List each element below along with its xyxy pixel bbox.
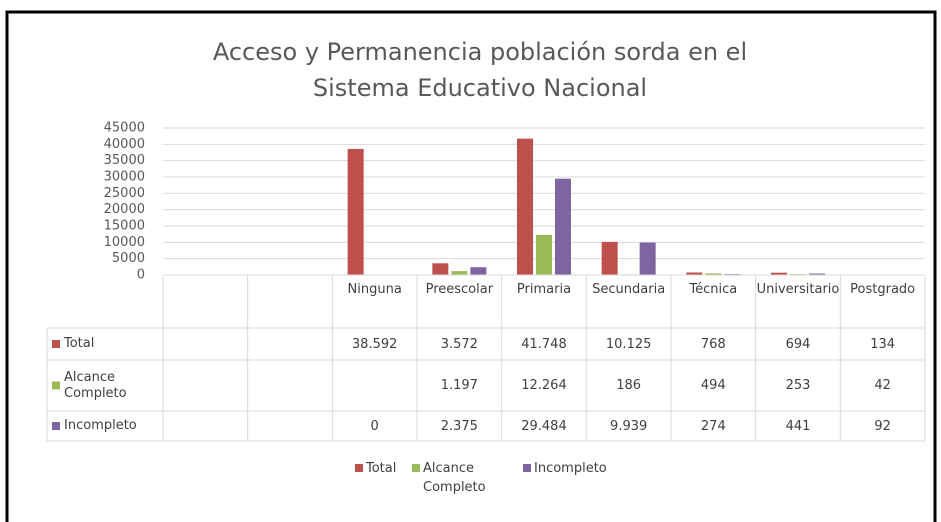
bar xyxy=(451,271,468,275)
table-value: 92 xyxy=(874,418,891,434)
table-value: 10.125 xyxy=(605,336,652,352)
y-tick-label: 0 xyxy=(137,268,145,283)
legend-label: Total xyxy=(366,461,397,476)
bar xyxy=(536,234,552,275)
series-label-box: Alcance Completo xyxy=(64,369,127,401)
table-value-box: 768 xyxy=(700,336,726,352)
table-value: 274 xyxy=(700,418,726,434)
legend-key xyxy=(52,381,60,390)
y-tick-label: 10000 xyxy=(104,235,145,250)
table-value-box: 2.375 xyxy=(440,418,478,434)
series-label: Incompleto xyxy=(64,418,137,433)
category-label: Postgrado xyxy=(850,282,916,297)
bar xyxy=(347,148,364,275)
legend-label-box: Total xyxy=(366,461,397,476)
category-label-box: Primaria xyxy=(516,282,572,297)
table-value: 38.592 xyxy=(351,336,398,352)
bar xyxy=(555,178,571,275)
y-tick-label: 45000 xyxy=(104,121,145,136)
table-value-box: 29.484 xyxy=(521,418,567,434)
table-value: 694 xyxy=(785,336,811,352)
table-value: 441 xyxy=(785,418,811,434)
bar xyxy=(686,272,703,275)
table-value-box: 10.125 xyxy=(605,336,652,352)
table-value-box: 186 xyxy=(616,378,642,393)
table-value-box: 0 xyxy=(370,418,379,434)
y-tick-label: 15000 xyxy=(104,219,145,234)
table-value-box: 134 xyxy=(870,336,896,352)
table-value: 29.484 xyxy=(521,418,567,434)
table-value: 41.748 xyxy=(521,336,567,352)
table-value: 0 xyxy=(370,418,379,434)
category-label: Ninguna xyxy=(347,282,402,297)
table-value-box: 1.197 xyxy=(440,378,478,393)
bar xyxy=(470,267,487,275)
y-tick-label: 35000 xyxy=(104,153,145,168)
table-value-box: 494 xyxy=(700,378,726,393)
category-label-box: Preescolar xyxy=(425,282,494,297)
table-value-box: 274 xyxy=(700,418,726,434)
bar xyxy=(517,138,533,275)
legend-label: Incompleto xyxy=(534,461,607,476)
category-label-box: Técnica xyxy=(689,282,738,297)
table-value-box: 42 xyxy=(874,378,891,393)
table-value: 2.375 xyxy=(440,418,478,434)
bar xyxy=(705,273,722,275)
category-label-box: Postgrado xyxy=(850,282,916,297)
table-value: 12.264 xyxy=(521,378,567,393)
table-value: 253 xyxy=(785,378,811,393)
table-value: 134 xyxy=(870,336,896,352)
bar xyxy=(432,263,449,275)
y-tick-label: 25000 xyxy=(104,186,145,201)
legend-label-box: Incompleto xyxy=(534,461,607,476)
series-label-box: Incompleto xyxy=(64,418,137,433)
chart-title: Acceso y Permanencia población sorda en … xyxy=(213,38,747,66)
series-label: Alcance Completo xyxy=(64,369,127,401)
series-label: Total xyxy=(64,336,95,351)
legend-label: Alcance Completo xyxy=(423,461,486,495)
table-value-box: 253 xyxy=(785,378,811,393)
table-value-box: 694 xyxy=(785,336,811,352)
table-value-box: 441 xyxy=(785,418,811,434)
y-tick-label: 5000 xyxy=(112,251,145,266)
bar xyxy=(601,241,618,275)
table-value: 186 xyxy=(616,378,642,393)
table-value-box: 41.748 xyxy=(521,336,567,352)
category-label: Preescolar xyxy=(425,282,494,297)
category-label: Secundaria xyxy=(592,282,666,297)
table-value: 494 xyxy=(700,378,726,393)
table-value: 42 xyxy=(874,378,891,393)
legend-key xyxy=(523,464,531,472)
bar xyxy=(771,272,787,275)
legend-key xyxy=(52,422,60,430)
category-label-box: Secundaria xyxy=(592,282,666,297)
y-tick-label: 40000 xyxy=(104,137,145,152)
table-value: 9.939 xyxy=(610,418,648,434)
category-label: Universitario xyxy=(756,282,840,297)
table-value-box: 9.939 xyxy=(610,418,648,434)
y-tick-label: 30000 xyxy=(104,170,145,185)
bar xyxy=(809,273,825,275)
bar xyxy=(639,242,656,275)
legend-key xyxy=(412,464,420,472)
table-value-box: 38.592 xyxy=(351,336,398,352)
category-label: Primaria xyxy=(516,282,572,297)
category-label: Técnica xyxy=(689,282,738,297)
table-value-box: 92 xyxy=(874,418,891,434)
frame xyxy=(5,10,937,522)
table-value: 1.197 xyxy=(440,378,478,393)
legend-label-box: Alcance Completo xyxy=(423,461,486,495)
y-tick-label: 20000 xyxy=(104,202,145,217)
table-value: 768 xyxy=(700,336,726,352)
table-value: 3.572 xyxy=(440,336,478,352)
chart-title-line: Sistema Educativo Nacional xyxy=(313,74,647,102)
legend-key xyxy=(52,340,60,348)
category-label-box: Universitario xyxy=(756,282,840,297)
series-label-box: Total xyxy=(64,336,95,351)
legend-key xyxy=(355,464,363,472)
category-label-box: Ninguna xyxy=(347,282,402,297)
table-value-box: 3.572 xyxy=(440,336,478,352)
table-value-box: 12.264 xyxy=(521,378,567,393)
